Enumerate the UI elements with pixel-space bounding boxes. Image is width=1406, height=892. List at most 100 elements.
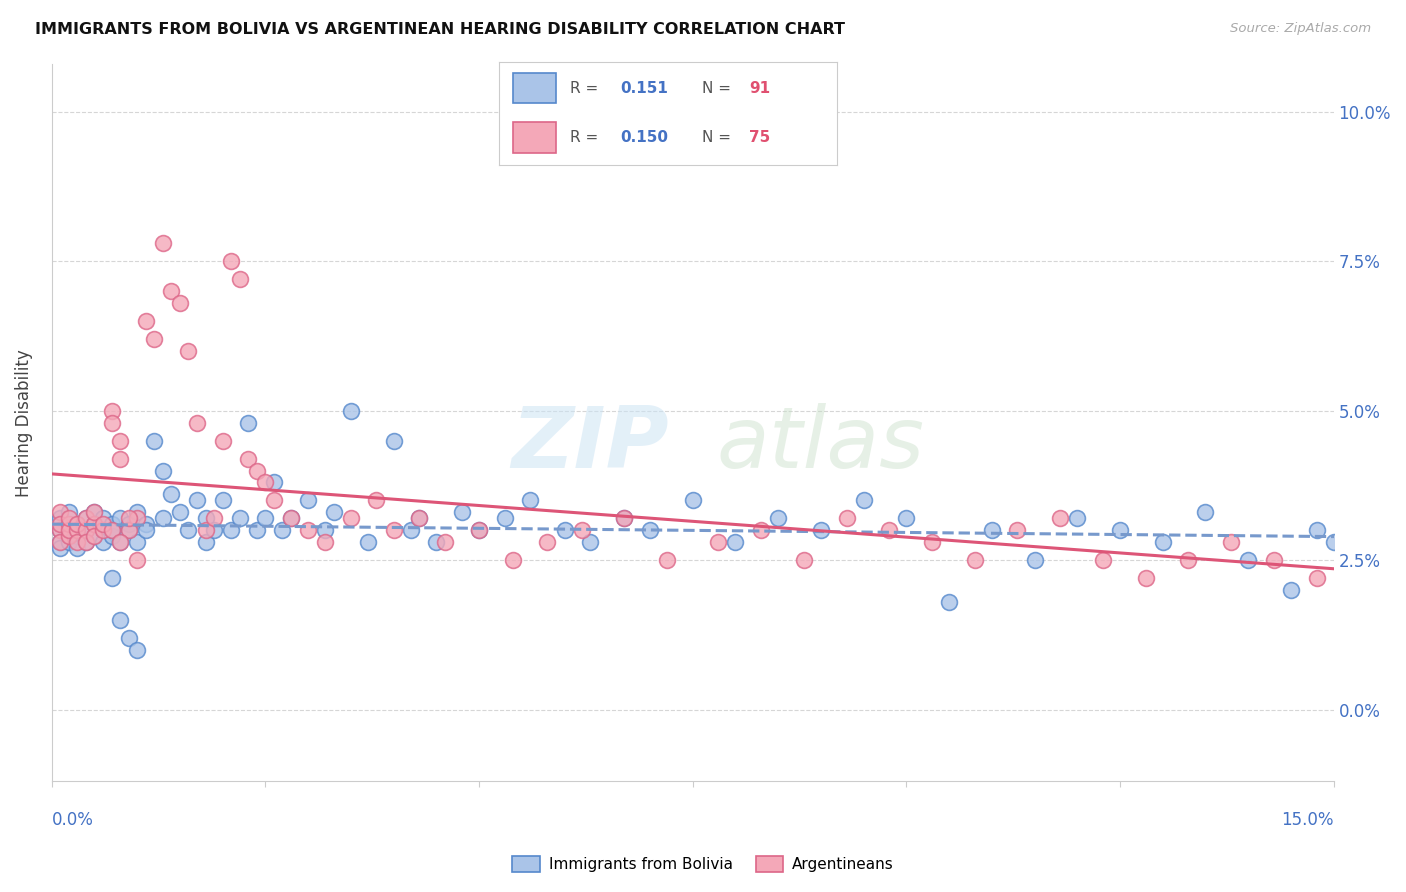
Text: R =: R = [569,80,603,95]
Point [246,463,269,477]
Point [91,535,114,549]
Point [1177,553,1199,567]
Point [118,523,141,537]
Point [91,523,114,537]
Point [1049,511,1071,525]
Point [118,517,141,532]
Point [1024,553,1046,567]
Point [1066,511,1088,525]
Point [519,493,541,508]
Point [229,272,252,286]
Point [100,529,122,543]
Point [108,613,131,627]
Point [135,314,157,328]
Point [49,541,72,556]
Point [49,535,72,549]
Point [49,511,72,525]
Point [202,511,225,525]
Point [877,523,900,537]
Point [91,511,114,525]
Point [1109,523,1132,537]
Point [502,553,524,567]
Point [49,523,72,537]
Point [100,571,122,585]
Point [118,511,141,525]
Point [108,535,131,549]
Point [66,541,89,556]
Point [382,434,405,448]
Point [108,451,131,466]
Point [254,511,277,525]
Point [579,535,602,549]
Point [169,505,191,519]
Text: 0.151: 0.151 [620,80,668,95]
Point [297,523,319,537]
Point [152,463,174,477]
Point [399,523,422,537]
Point [177,523,200,537]
Point [638,523,661,537]
Point [194,523,217,537]
Point [118,523,141,537]
Point [271,523,294,537]
Point [108,434,131,448]
Text: 75: 75 [749,130,770,145]
Point [314,523,336,537]
Point [75,523,97,537]
Point [127,505,149,519]
Point [366,493,388,508]
Point [246,523,269,537]
Point [58,523,80,537]
Point [682,493,704,508]
Point [1152,535,1174,549]
Point [724,535,747,549]
Text: N =: N = [702,80,735,95]
Point [1091,553,1114,567]
Legend: Immigrants from Bolivia, Argentineans: Immigrants from Bolivia, Argentineans [505,848,901,880]
Point [238,416,260,430]
Point [433,535,456,549]
Point [1135,571,1157,585]
Point [229,511,252,525]
Point [49,535,72,549]
Point [75,511,97,525]
Point [160,284,183,298]
Point [83,505,105,519]
Point [1220,535,1243,549]
Point [58,535,80,549]
Point [58,523,80,537]
Point [1007,523,1029,537]
Point [211,493,233,508]
Point [143,434,166,448]
Text: 0.0%: 0.0% [52,811,94,830]
Point [1194,505,1216,519]
Point [921,535,943,549]
Point [91,523,114,537]
Point [177,343,200,358]
Point [357,535,380,549]
Point [254,475,277,490]
Bar [513,122,557,153]
Point [127,553,149,567]
Point [58,529,80,543]
Point [83,529,105,543]
Point [66,517,89,532]
Point [408,511,430,525]
Point [553,523,575,537]
Point [468,523,491,537]
Point [135,517,157,532]
Point [613,511,636,525]
Text: ZIP: ZIP [512,402,669,486]
Point [83,517,105,532]
Y-axis label: Hearing Disability: Hearing Disability [15,349,32,497]
Point [1305,571,1327,585]
Point [408,511,430,525]
Point [1263,553,1285,567]
Point [108,535,131,549]
Text: N =: N = [702,130,735,145]
Point [852,493,875,508]
Point [100,517,122,532]
Text: IMMIGRANTS FROM BOLIVIA VS ARGENTINEAN HEARING DISABILITY CORRELATION CHART: IMMIGRANTS FROM BOLIVIA VS ARGENTINEAN H… [35,22,845,37]
Point [219,523,242,537]
Point [194,511,217,525]
